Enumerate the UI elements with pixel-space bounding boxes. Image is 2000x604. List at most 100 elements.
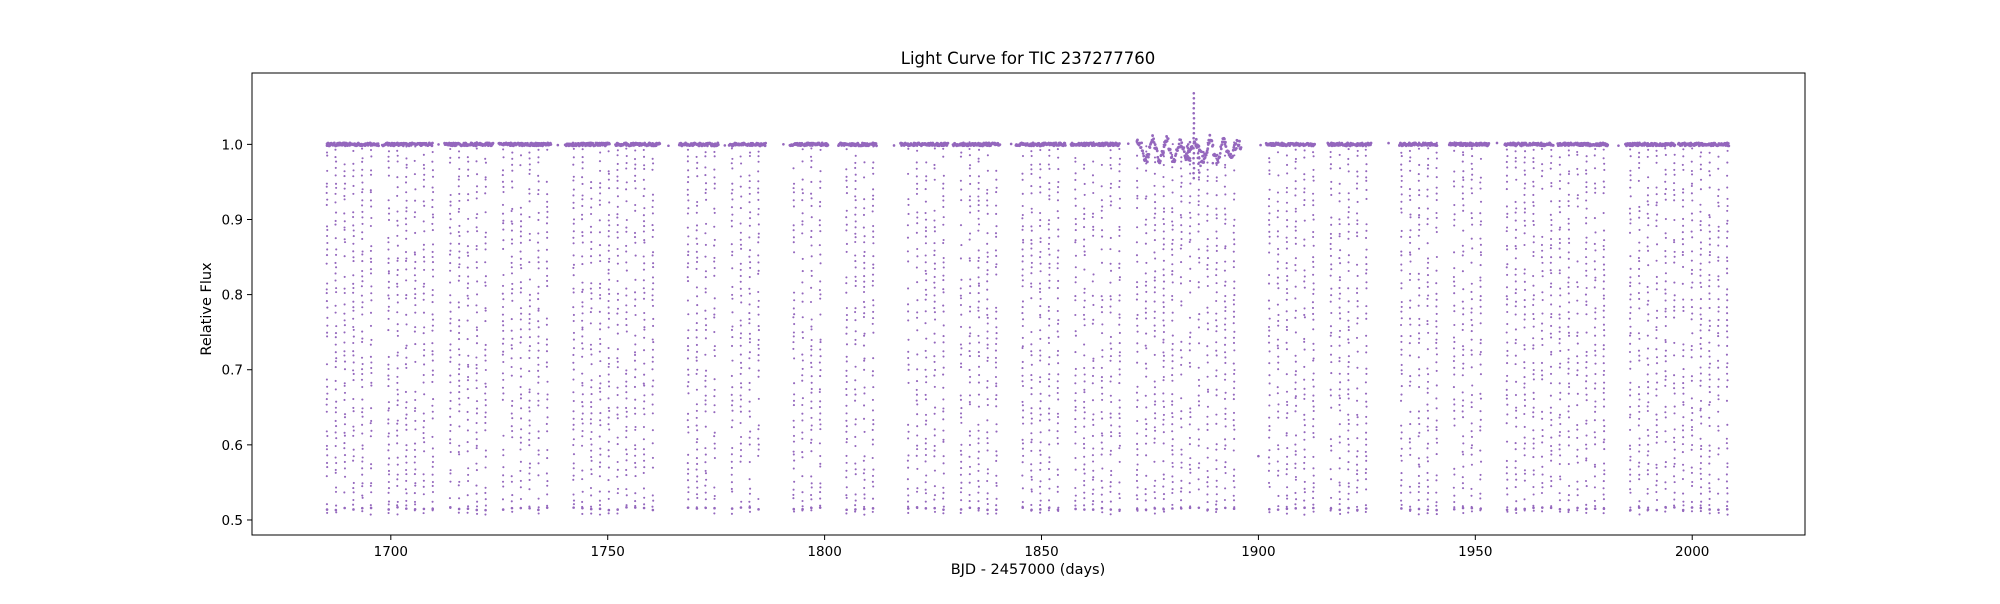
data-point — [942, 288, 945, 291]
data-point — [818, 219, 821, 222]
data-point — [484, 404, 487, 407]
data-point — [387, 286, 390, 289]
data-point — [845, 387, 848, 391]
data-point — [739, 231, 742, 234]
data-point — [1057, 156, 1060, 159]
data-point — [801, 160, 804, 163]
data-point — [625, 391, 628, 394]
data-point — [642, 438, 645, 441]
data-point — [1100, 379, 1103, 382]
data-point — [1118, 444, 1121, 447]
data-point — [713, 155, 716, 158]
data-point — [1171, 491, 1174, 495]
data-point — [590, 405, 593, 408]
data-point — [1171, 270, 1174, 273]
data-point — [431, 329, 434, 332]
data-point — [968, 493, 971, 496]
data-point — [546, 416, 549, 419]
data-point — [986, 242, 989, 245]
data-point — [757, 424, 760, 427]
data-point — [933, 455, 936, 458]
data-point — [528, 192, 531, 195]
data-point — [651, 368, 654, 371]
data-point — [608, 257, 611, 260]
data-point — [977, 365, 981, 368]
data-point — [977, 355, 981, 358]
data-point — [1215, 354, 1218, 357]
data-point — [696, 144, 699, 147]
data-point — [749, 487, 752, 490]
data-point — [519, 375, 523, 378]
data-point — [643, 167, 646, 171]
data-point — [414, 311, 417, 314]
data-point — [361, 362, 364, 366]
data-point — [651, 298, 654, 302]
data-point — [361, 237, 364, 240]
data-point — [528, 317, 531, 321]
data-point — [995, 504, 998, 507]
data-point — [942, 155, 945, 158]
data-point — [651, 508, 655, 512]
data-point — [819, 170, 822, 173]
data-point — [810, 381, 813, 384]
data-point — [1101, 332, 1104, 335]
data-point — [572, 400, 575, 403]
data-point — [1118, 432, 1121, 435]
data-point — [581, 182, 584, 186]
data-point — [1153, 512, 1156, 515]
data-point — [422, 292, 425, 295]
data-point — [642, 426, 645, 429]
data-point — [413, 409, 417, 413]
data-point — [695, 204, 699, 207]
data-point — [704, 469, 707, 472]
data-point — [449, 200, 452, 203]
data-point — [748, 236, 751, 239]
data-point — [396, 513, 399, 516]
data-point — [1092, 447, 1095, 450]
data-point — [1232, 303, 1235, 306]
data-point — [625, 385, 628, 388]
data-point — [1224, 260, 1227, 263]
data-point — [1224, 309, 1227, 313]
data-point — [396, 334, 399, 337]
data-point — [1118, 331, 1121, 335]
data-point — [995, 212, 998, 215]
data-point — [959, 155, 963, 158]
data-point — [1030, 211, 1033, 214]
data-point — [916, 311, 919, 314]
data-point — [763, 144, 767, 148]
data-point — [414, 503, 417, 506]
data-point — [739, 280, 742, 283]
data-point — [1048, 198, 1051, 201]
data-point — [572, 347, 576, 350]
data-point — [1021, 172, 1024, 175]
data-point — [405, 455, 408, 458]
data-point — [696, 161, 699, 164]
data-point — [370, 463, 373, 466]
data-point — [449, 193, 452, 197]
data-point — [1232, 298, 1235, 302]
data-point — [502, 466, 505, 469]
data-point — [1144, 300, 1147, 303]
data-point — [405, 413, 408, 416]
data-point — [607, 397, 610, 400]
data-point — [1144, 307, 1147, 310]
data-point — [1223, 269, 1226, 272]
data-point — [528, 370, 531, 373]
data-point — [1171, 191, 1174, 194]
data-point — [361, 485, 364, 488]
data-point — [1056, 322, 1060, 325]
data-point — [960, 416, 963, 419]
data-point — [608, 428, 611, 431]
data-point — [854, 161, 857, 164]
data-point — [634, 241, 637, 244]
data-point — [1180, 373, 1183, 376]
data-point — [466, 494, 469, 497]
data-point — [713, 256, 716, 259]
data-point — [986, 449, 989, 452]
data-point — [1039, 211, 1042, 215]
data-point — [334, 379, 337, 382]
data-point — [652, 143, 655, 146]
data-point — [607, 416, 610, 419]
data-point — [686, 276, 689, 279]
